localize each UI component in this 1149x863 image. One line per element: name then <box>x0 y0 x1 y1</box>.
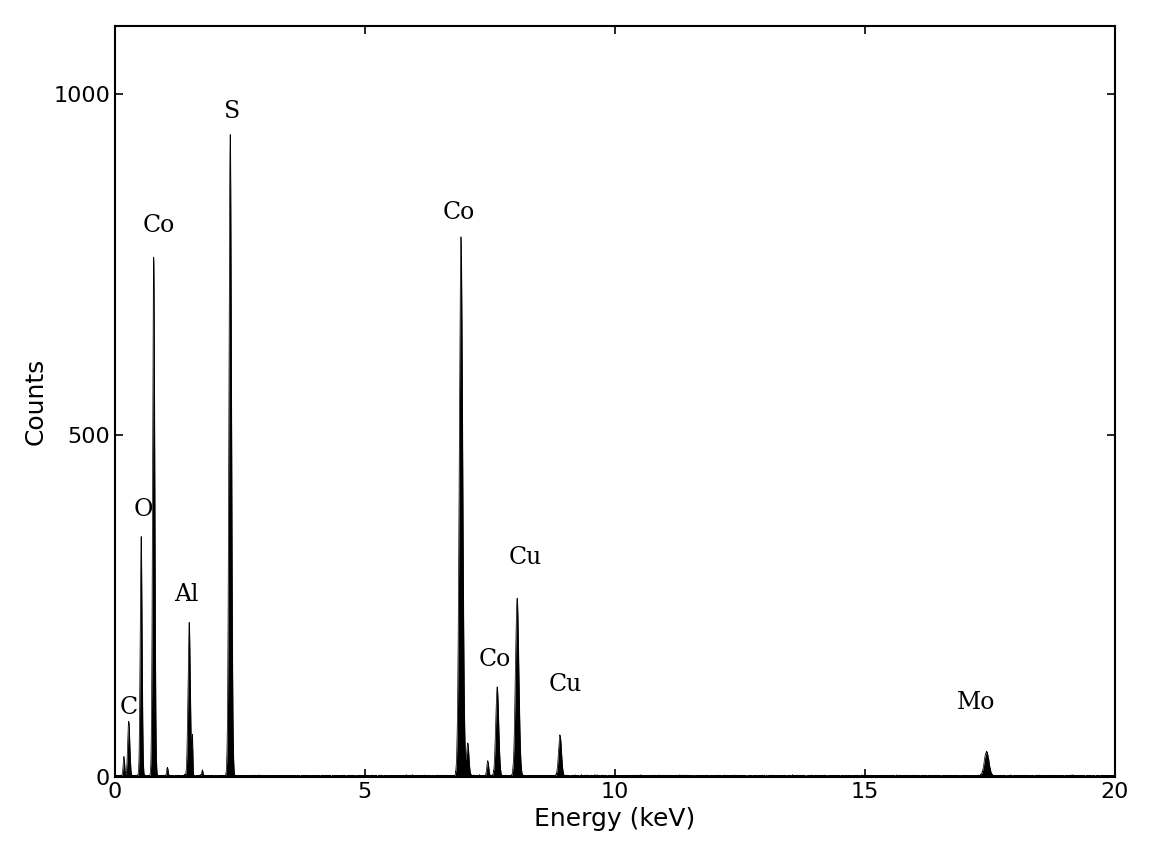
Text: O: O <box>134 498 154 520</box>
Text: S: S <box>224 100 240 123</box>
Text: Al: Al <box>173 583 199 606</box>
Text: Cu: Cu <box>509 545 542 569</box>
Text: Co: Co <box>142 215 175 237</box>
Text: Cu: Cu <box>549 673 583 696</box>
Text: C: C <box>119 696 138 719</box>
Text: Mo: Mo <box>957 691 995 714</box>
Text: Co: Co <box>479 648 511 671</box>
Text: Co: Co <box>442 201 475 224</box>
X-axis label: Energy (keV): Energy (keV) <box>534 807 695 831</box>
Y-axis label: Counts: Counts <box>24 357 47 445</box>
